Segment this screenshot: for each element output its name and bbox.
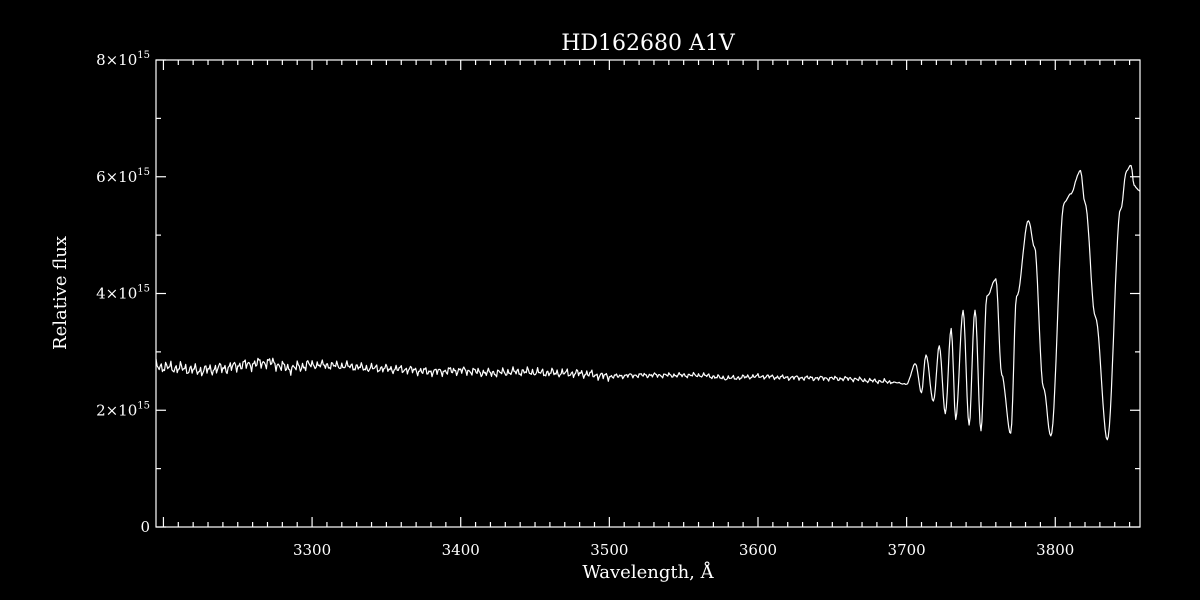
y-axis-label: Relative flux [50,236,71,350]
y-tick-label: 2×1015 [96,400,150,419]
chart-title: HD162680 A1V [561,31,736,56]
y-tick-labels: 0 2×1015 4×1015 6×1015 8×1015 [96,50,150,536]
axis-ticks [156,59,1140,528]
x-tick-label: 3600 [739,541,777,559]
x-tick-labels: 3300 3400 3500 3600 3700 3800 [293,541,1074,559]
plot-frame [155,59,1141,528]
x-tick-label: 3400 [442,541,480,559]
x-tick-label: 3300 [293,541,331,559]
y-tick-label: 6×1015 [96,167,150,186]
y-tick-label: 8×1015 [96,50,150,69]
y-tick-label: 4×1015 [96,284,150,303]
x-tick-label: 3700 [888,541,926,559]
x-axis-label: Wavelength, Å [582,561,714,583]
x-tick-label: 3800 [1036,541,1074,559]
y-tick-label: 0 [140,518,150,536]
x-tick-label: 3500 [590,541,628,559]
spectrum-line [155,164,1141,441]
